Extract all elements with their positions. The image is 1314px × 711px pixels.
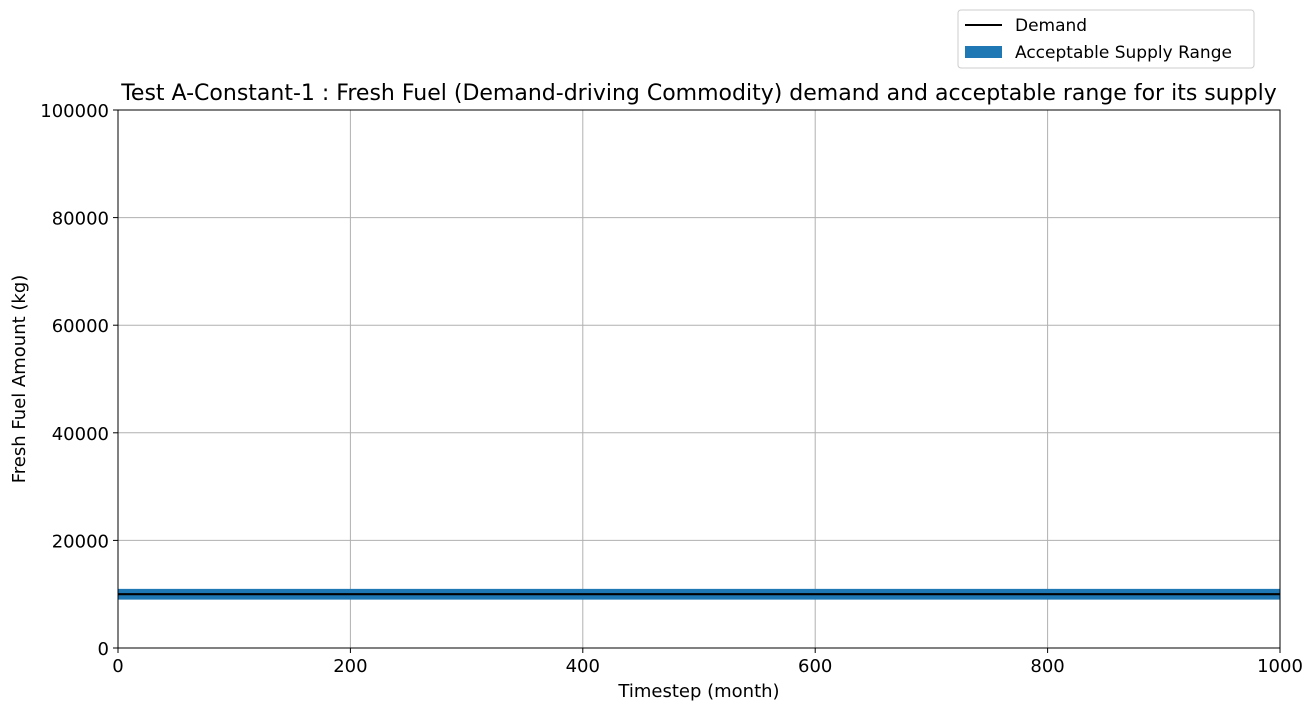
legend-frame — [957, 9, 1255, 69]
x-axis: 0 200 400 600 800 1000 — [112, 648, 1303, 677]
x-tick-label: 1000 — [1257, 656, 1303, 677]
y-tick-label: 0 — [98, 639, 109, 660]
legend-range-label: Acceptable Supply Range — [1015, 43, 1232, 63]
plot-frame — [117, 109, 1281, 649]
y-tick-label: 80000 — [52, 209, 109, 230]
legend: Demand Acceptable Supply Range — [957, 9, 1255, 69]
y-axis-label: Fresh Fuel Amount (kg) — [9, 275, 30, 484]
y-tick-label: 40000 — [52, 424, 109, 445]
x-tick-label: 200 — [333, 656, 367, 677]
x-tick-label: 400 — [566, 656, 600, 677]
legend-demand-label: Demand — [1015, 16, 1087, 36]
y-tick-label: 20000 — [52, 531, 109, 552]
x-tick-label: 600 — [798, 656, 832, 677]
x-tick-label: 800 — [1030, 656, 1064, 677]
legend-range-swatch — [965, 46, 1002, 58]
y-axis: 0 20000 40000 60000 80000 100000 — [40, 101, 118, 660]
y-tick-label: 100000 — [40, 101, 109, 122]
y-tick-label: 60000 — [52, 316, 109, 337]
x-axis-label: Timestep (month) — [617, 681, 779, 702]
chart-title: Test A-Constant-1 : Fresh Fuel (Demand-d… — [120, 81, 1277, 106]
x-tick-label: 0 — [112, 656, 123, 677]
